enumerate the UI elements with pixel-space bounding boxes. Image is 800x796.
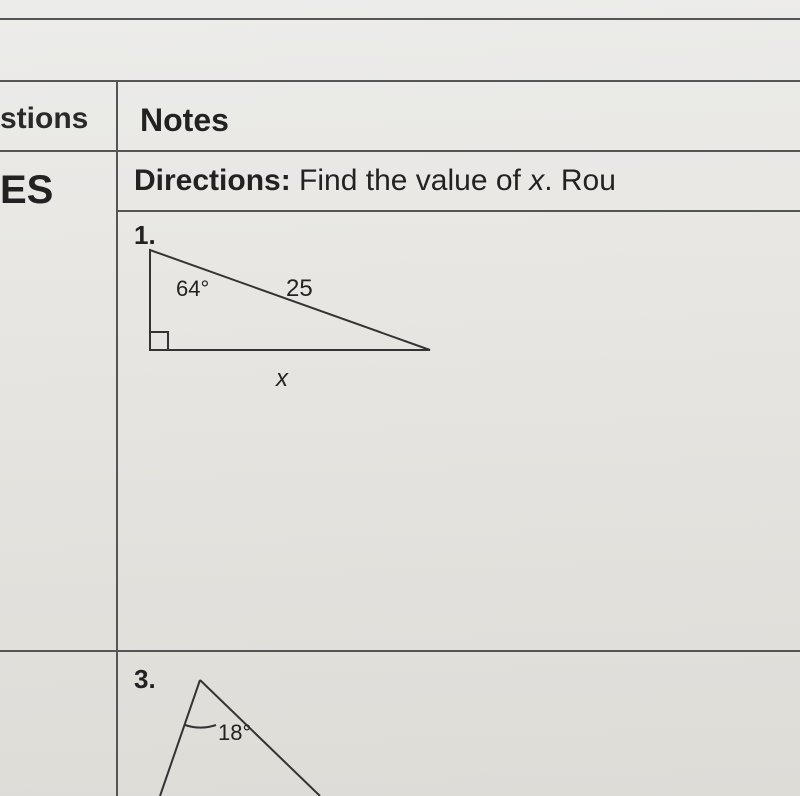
problem-1-number: 1.: [134, 220, 156, 251]
rule-header-top: [0, 80, 800, 82]
problem-3-figure: 18°: [0, 0, 800, 796]
directions-row: Directions: Find the value of x. Rou: [134, 164, 616, 198]
column-header-left: stions: [0, 102, 88, 136]
problem-1-figure: 64° 25 x: [0, 0, 800, 796]
left-title: ES: [0, 168, 53, 213]
directions-label: Directions:: [134, 164, 291, 197]
problem-3-angle-label: 18°: [218, 720, 251, 745]
directions-after: . Rou: [544, 164, 616, 197]
column-header-left-text: stions: [0, 102, 88, 135]
problem-3-number: 3.: [134, 664, 156, 695]
problem-1-base-label: x: [275, 365, 289, 392]
worksheet-page: stions Notes ES Directions: Find the val…: [0, 0, 800, 796]
problem-1-number-text: 1.: [134, 220, 156, 250]
rule-problem-divider: [0, 650, 800, 652]
rule-left-column: [116, 80, 118, 796]
rule-header-bottom: [0, 150, 800, 152]
problem-3-line-right: [200, 680, 320, 796]
problem-1-angle-label: 64°: [176, 276, 209, 301]
problem-1-hypotenuse-label: 25: [286, 275, 313, 302]
directions-text: Find the value of: [299, 164, 529, 197]
left-title-text: ES: [0, 168, 53, 212]
problem-3-angle-arc: [185, 725, 216, 728]
problem-1-triangle: [150, 250, 430, 350]
directions-var: x: [529, 164, 544, 197]
problem-3-line-left: [160, 680, 200, 796]
rule-top: [0, 18, 800, 20]
column-header-right: Notes: [140, 102, 229, 139]
rule-directions-bottom: [116, 210, 800, 212]
problem-1-right-angle-mark: [150, 332, 168, 350]
column-header-right-text: Notes: [140, 102, 229, 138]
problem-3-number-text: 3.: [134, 664, 156, 694]
